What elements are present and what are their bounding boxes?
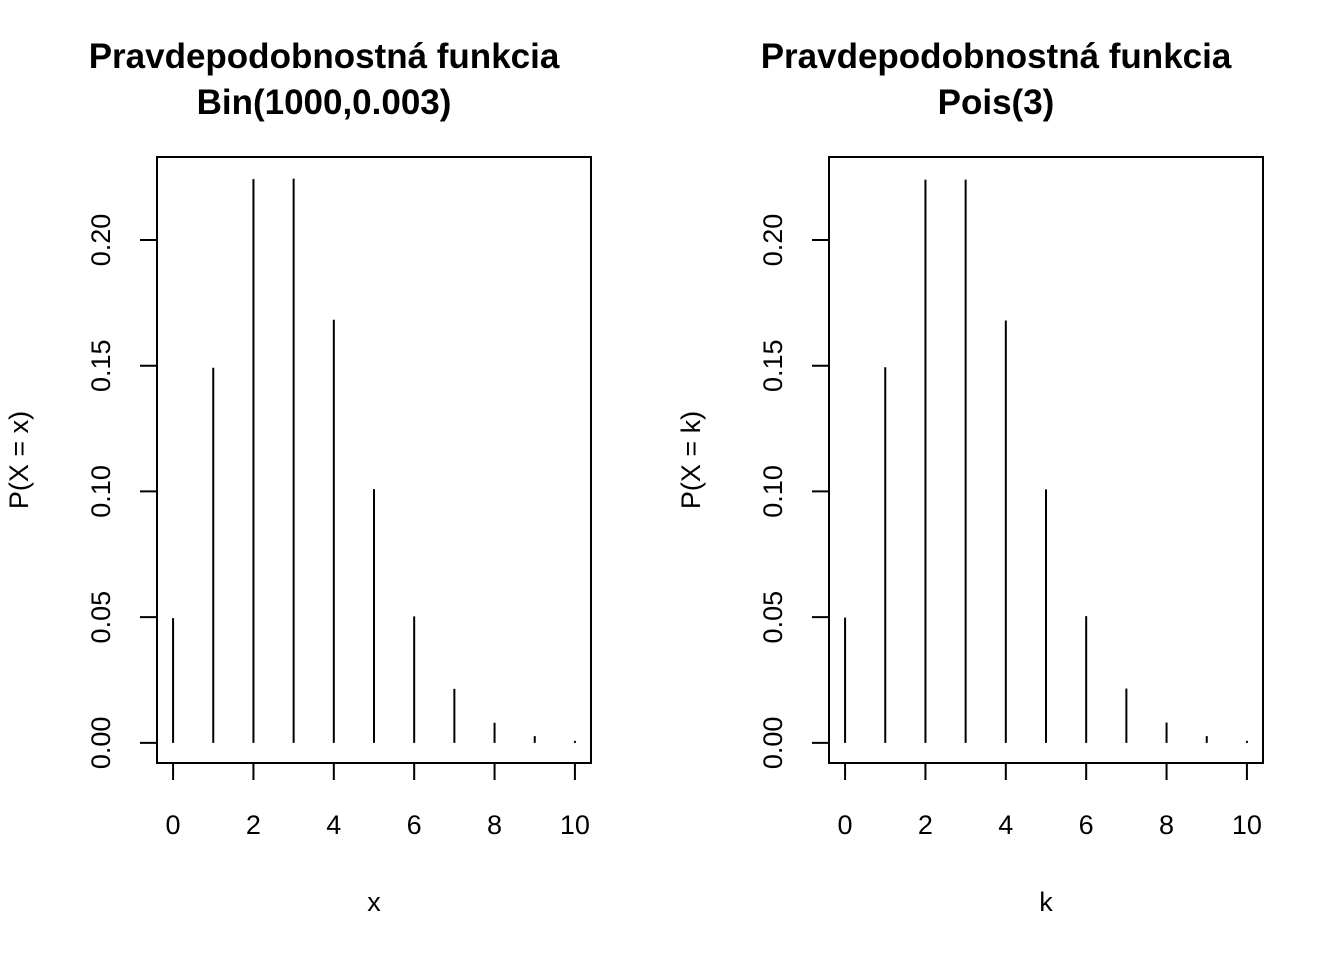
y-tick-label: 0.15 xyxy=(758,339,788,392)
y-tick-label: 0.15 xyxy=(86,339,116,392)
y-tick-label: 0.20 xyxy=(758,214,788,267)
y-tick-label: 0.00 xyxy=(86,717,116,770)
x-tick-label: 4 xyxy=(998,810,1013,840)
chart-title: Pravdepodobnostná funkcia Pois(3) xyxy=(621,34,1344,126)
chart-title: Pravdepodobnostná funkcia Bin(1000,0.003… xyxy=(0,34,699,126)
y-axis-label: P(X = x) xyxy=(4,411,34,509)
x-tick-label: 8 xyxy=(487,810,502,840)
chart-title-line-2: Pois(3) xyxy=(937,83,1055,122)
chart-panel-binomial: Pravdepodobnostná funkcia Bin(1000,0.003… xyxy=(4,37,592,917)
chart-title-line-1: Pravdepodobnostná funkcia xyxy=(88,37,560,76)
x-tick-label: 2 xyxy=(246,810,261,840)
y-tick-label: 0.20 xyxy=(86,214,116,267)
x-tick-label: 0 xyxy=(838,810,853,840)
plot-area-poisson: 0 2 4 6 8 10 0.00 0.05 0.10 0.15 0.20 k P(X = k) xyxy=(676,156,1264,917)
chart-panel-poisson: Pravdepodobnostná funkcia Pois(3) 0 2 4 6 8 1… xyxy=(672,0,1344,960)
y-tick-label: 0.05 xyxy=(86,591,116,644)
y-tick-label: 0.05 xyxy=(758,591,788,644)
x-axis-label: k xyxy=(1039,887,1053,917)
x-tick-label: 10 xyxy=(560,810,590,840)
plot-area-binomial: 0 2 4 6 8 10 0.00 0.05 0.10 0.15 0.20 x P(X = x) xyxy=(4,156,592,917)
y-tick-label: 0.10 xyxy=(758,465,788,518)
x-tick-label: 2 xyxy=(918,810,933,840)
y-tick-label: 0.00 xyxy=(758,717,788,770)
chart-title-line-1: Pravdepodobnostná funkcia xyxy=(760,37,1232,76)
x-tick-label: 4 xyxy=(326,810,341,840)
y-axis-label: P(X = k) xyxy=(676,411,706,509)
x-tick-label: 10 xyxy=(1232,810,1262,840)
x-tick-label: 6 xyxy=(1079,810,1094,840)
x-axis-label: x xyxy=(367,887,381,917)
chart-title-line-2: Bin(1000,0.003) xyxy=(196,83,452,122)
x-tick-label: 8 xyxy=(1159,810,1174,840)
x-tick-label: 0 xyxy=(166,810,181,840)
x-tick-label: 6 xyxy=(407,810,422,840)
y-tick-label: 0.10 xyxy=(86,465,116,518)
